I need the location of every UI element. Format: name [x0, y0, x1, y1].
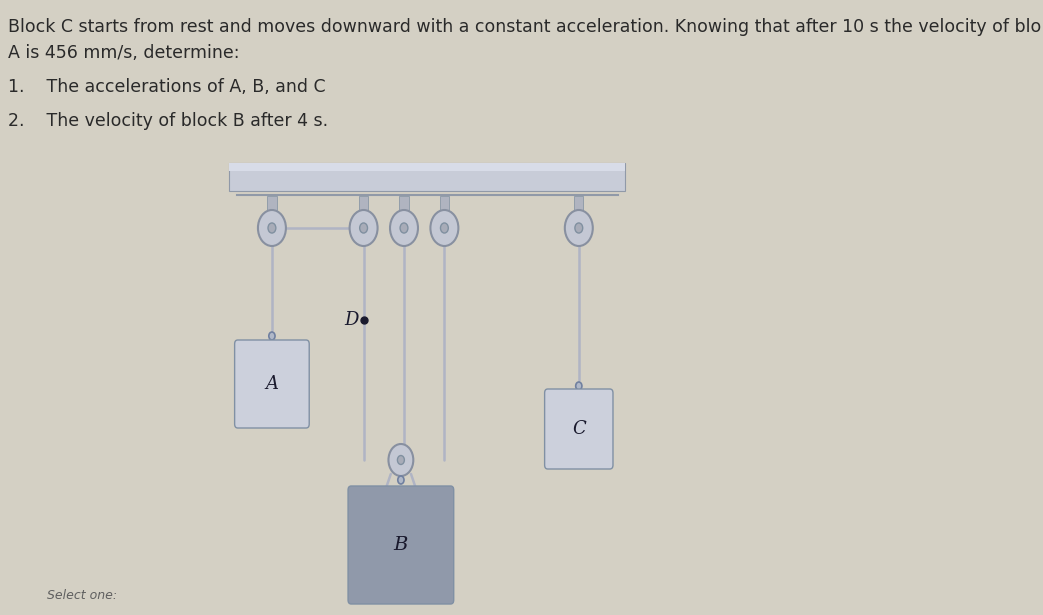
FancyBboxPatch shape	[229, 163, 626, 171]
Circle shape	[258, 210, 286, 246]
Circle shape	[431, 210, 458, 246]
Circle shape	[388, 444, 413, 476]
Circle shape	[268, 223, 275, 233]
Circle shape	[349, 210, 378, 246]
FancyBboxPatch shape	[574, 196, 583, 210]
Text: Block C starts from rest and moves downward with a constant acceleration. Knowin: Block C starts from rest and moves downw…	[7, 18, 1041, 36]
Text: Select one:: Select one:	[47, 589, 117, 602]
Circle shape	[440, 223, 448, 233]
Text: 2.    The velocity of block B after 4 s.: 2. The velocity of block B after 4 s.	[7, 112, 328, 130]
Circle shape	[390, 210, 418, 246]
Text: B: B	[393, 536, 408, 554]
FancyBboxPatch shape	[359, 196, 368, 210]
Circle shape	[565, 210, 592, 246]
FancyBboxPatch shape	[544, 389, 613, 469]
Circle shape	[360, 223, 367, 233]
Text: C: C	[572, 420, 586, 438]
Text: 1.    The accelerations of A, B, and C: 1. The accelerations of A, B, and C	[7, 78, 325, 96]
Circle shape	[575, 223, 583, 233]
FancyBboxPatch shape	[440, 196, 450, 210]
Text: A is 456 mm/s, determine:: A is 456 mm/s, determine:	[7, 44, 239, 62]
Circle shape	[269, 332, 275, 340]
FancyBboxPatch shape	[229, 163, 626, 191]
Circle shape	[401, 223, 408, 233]
Circle shape	[576, 382, 582, 390]
FancyBboxPatch shape	[348, 486, 454, 604]
FancyBboxPatch shape	[235, 340, 309, 428]
Text: A: A	[265, 375, 278, 393]
Circle shape	[397, 456, 405, 464]
FancyBboxPatch shape	[399, 196, 409, 210]
Text: D: D	[344, 311, 359, 329]
FancyBboxPatch shape	[267, 196, 276, 210]
Circle shape	[397, 476, 404, 484]
